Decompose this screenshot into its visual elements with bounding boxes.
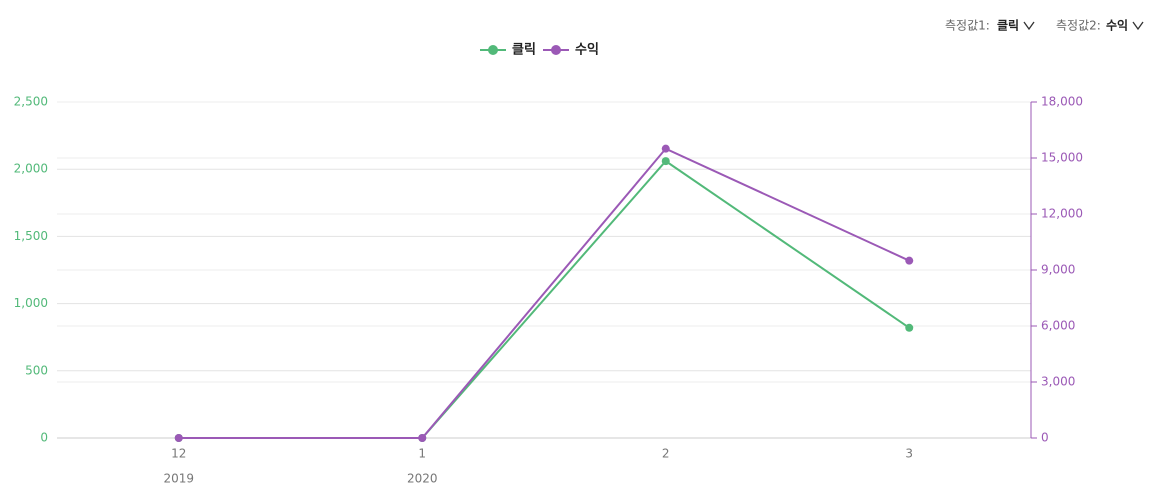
chevron[interactable] bbox=[1132, 21, 1144, 31]
y-tick-label: 0 bbox=[40, 431, 48, 445]
legend-label: 수익 bbox=[575, 42, 599, 58]
legend-marker bbox=[488, 45, 498, 55]
year-label: 2020 bbox=[407, 472, 438, 486]
y-tick-label: 2,500 bbox=[14, 95, 48, 109]
data-point bbox=[661, 157, 670, 166]
y2-tick-label: 12,000 bbox=[1041, 207, 1083, 221]
y2-tick-label: 18,000 bbox=[1041, 95, 1083, 109]
y2-tick-label: 6,000 bbox=[1041, 319, 1075, 333]
data-point bbox=[418, 434, 427, 442]
series-line bbox=[178, 159, 910, 439]
y2-tick-label: 3,000 bbox=[1041, 375, 1075, 389]
data-point bbox=[174, 434, 183, 442]
legend: 클릭 수익 bbox=[480, 42, 599, 58]
x-tick-label: 1 bbox=[418, 447, 426, 461]
measure2-label: 측정값2: bbox=[1056, 19, 1101, 33]
series-line bbox=[178, 147, 910, 439]
legend-marker bbox=[551, 45, 561, 55]
x-tick-label: 12 bbox=[171, 447, 186, 461]
y2-tick-label: 0 bbox=[1041, 431, 1049, 445]
data-point bbox=[905, 256, 914, 265]
data-point bbox=[661, 144, 670, 153]
y-tick-label: 2,000 bbox=[14, 162, 48, 176]
measure1-value[interactable]: 클릭 bbox=[997, 19, 1019, 33]
x-tick-label: 3 bbox=[905, 447, 913, 461]
y2-tick-label: 15,000 bbox=[1041, 151, 1083, 165]
measure1-label: 측정값1: bbox=[945, 19, 990, 33]
y-tick-label: 1,000 bbox=[14, 296, 48, 310]
chevron[interactable] bbox=[1023, 21, 1035, 31]
legend-label: 클릭 bbox=[512, 43, 536, 58]
x-tick-label: 2 bbox=[662, 447, 670, 461]
y-tick-label: 1,500 bbox=[14, 229, 48, 243]
y-tick-label: 500 bbox=[25, 363, 48, 377]
measure2-value[interactable]: 수익 bbox=[1106, 19, 1128, 33]
y2-tick-label: 9,000 bbox=[1041, 263, 1075, 277]
data-point bbox=[905, 323, 914, 332]
year-label: 2019 bbox=[163, 472, 194, 486]
